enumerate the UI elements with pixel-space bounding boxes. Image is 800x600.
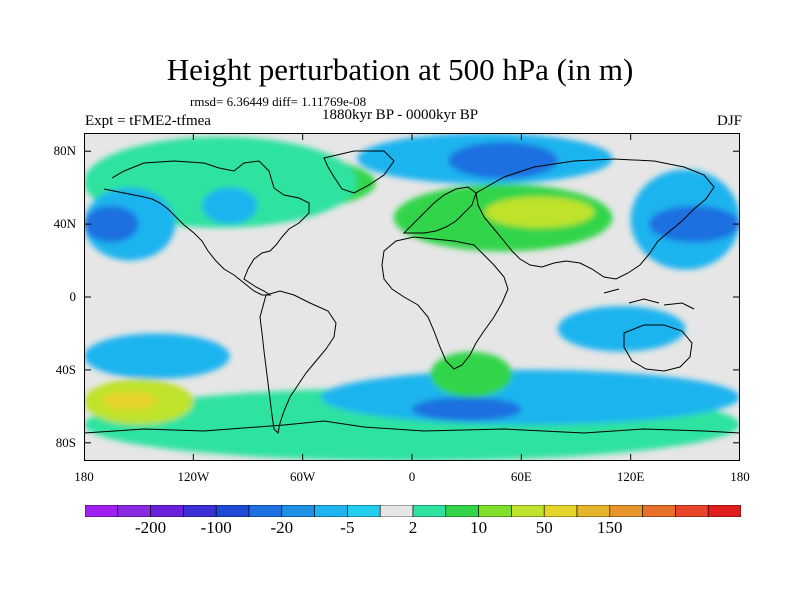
colorbar-swatch [445, 505, 479, 517]
x-tick-label: 120W [177, 469, 210, 484]
colorbar-swatch [314, 505, 348, 517]
colorbar-swatch [117, 505, 151, 517]
contour-region-6 [448, 142, 558, 179]
colorbar-label: 150 [597, 518, 623, 537]
colorbar-swatch [215, 505, 250, 517]
contour-field [84, 133, 740, 461]
experiment-label: Expt = tFME2-tfmea [85, 113, 211, 129]
coastline-antarctica [84, 420, 740, 434]
colorbar-swatch [576, 505, 611, 517]
period-label: 1880kyr BP - 0000kyr BP [321, 107, 479, 123]
colorbar-swatch [183, 505, 217, 517]
y-tick-label: 80N [53, 143, 76, 159]
season-label: DJF [716, 113, 742, 129]
colorbar-swatch [281, 505, 315, 517]
colorbar-label: -100 [200, 518, 232, 537]
colorbar-swatch [347, 505, 381, 517]
colorbar-swatch [707, 505, 741, 517]
colorbar-swatch [379, 505, 414, 517]
y-ticks [84, 150, 740, 444]
x-tick-label: 60W [290, 469, 316, 484]
x-tick-label: 180 [74, 469, 94, 484]
colorbar-label: 10 [470, 518, 488, 537]
coastline-africa [381, 236, 509, 370]
y-tick-label: 40S [55, 361, 76, 377]
y-tick-label: 40N [53, 216, 76, 232]
x-tick-label: 0 [408, 469, 416, 484]
contour-region-16 [412, 397, 522, 421]
colorbar-swatch [642, 505, 676, 517]
plot-title: Height perturbation at 500 hPa (in m) [166, 52, 634, 87]
coastline-asia [475, 158, 715, 280]
x-tick-label: 60E [510, 469, 532, 484]
contour-region-4 [202, 187, 258, 225]
coastline-indonesia [603, 288, 695, 310]
coastline-north-america [103, 160, 310, 296]
contour-region-18 [557, 306, 686, 352]
colorbar-swatch [609, 505, 643, 517]
coastline-south-america [259, 290, 337, 435]
colorbar-swatch [150, 505, 184, 517]
contour-region-14 [84, 333, 230, 379]
contour-region-10 [648, 205, 740, 243]
colorbar-label: -5 [340, 518, 355, 537]
y-tick-label: 80S [55, 434, 76, 450]
x-tick-label: 120E [616, 469, 645, 484]
coastline-layer [84, 150, 740, 435]
colorbar-label: -200 [135, 518, 167, 537]
colorbar [85, 505, 741, 517]
map-panel [84, 133, 740, 461]
colorbar-label: -20 [270, 518, 294, 537]
colorbar-label: 50 [535, 518, 553, 537]
colorbar-swatch [675, 505, 709, 517]
colorbar-swatch [248, 505, 283, 517]
colorbar-swatch [478, 505, 512, 517]
contour-region-15 [320, 369, 740, 425]
contour-region-3 [84, 205, 139, 243]
colorbar-label: 2 [408, 518, 418, 537]
contour-region-17 [430, 351, 513, 398]
contour-region-13 [102, 391, 157, 410]
colorbar-swatch [412, 505, 447, 517]
contour-region-8 [484, 196, 595, 228]
stats-line: rmsd= 6.36449 diff= 1.11769e-08 [190, 94, 367, 109]
colorbar-swatch [511, 505, 545, 517]
colorbar-swatch [543, 505, 578, 517]
colorbar-swatch [85, 505, 119, 517]
coastline-australia [623, 324, 693, 372]
y-tick-label: 0 [69, 289, 77, 304]
x-tick-label: 180 [730, 469, 750, 484]
coastline-greenland [323, 150, 395, 194]
x-ticks [84, 133, 740, 461]
